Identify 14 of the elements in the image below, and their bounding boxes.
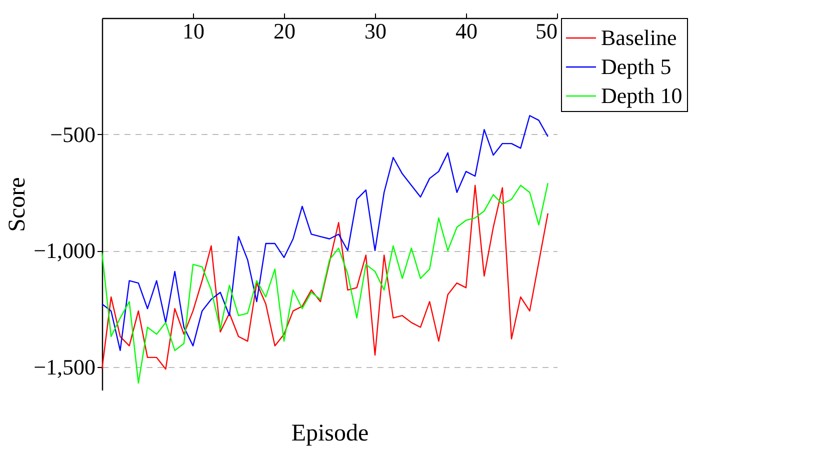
y-tick-label: −1,000: [34, 238, 96, 263]
line-series: [101, 115, 548, 352]
x-tick-label: 10: [182, 18, 204, 44]
y-axis-title: Score: [4, 177, 31, 232]
y-tick-label: −500: [50, 122, 96, 147]
x-tick-label: 50: [536, 18, 558, 44]
x-axis-title: Episode: [291, 420, 369, 446]
y-tick-label: −1,500: [34, 354, 96, 380]
legend-label: Baseline: [601, 25, 677, 50]
legend-label: Depth 5: [601, 54, 672, 79]
legend-label: Depth 10: [601, 83, 682, 108]
x-tick-label: 40: [456, 18, 478, 44]
x-tick-label: 20: [274, 18, 296, 44]
x-tick-label: 30: [364, 18, 386, 44]
